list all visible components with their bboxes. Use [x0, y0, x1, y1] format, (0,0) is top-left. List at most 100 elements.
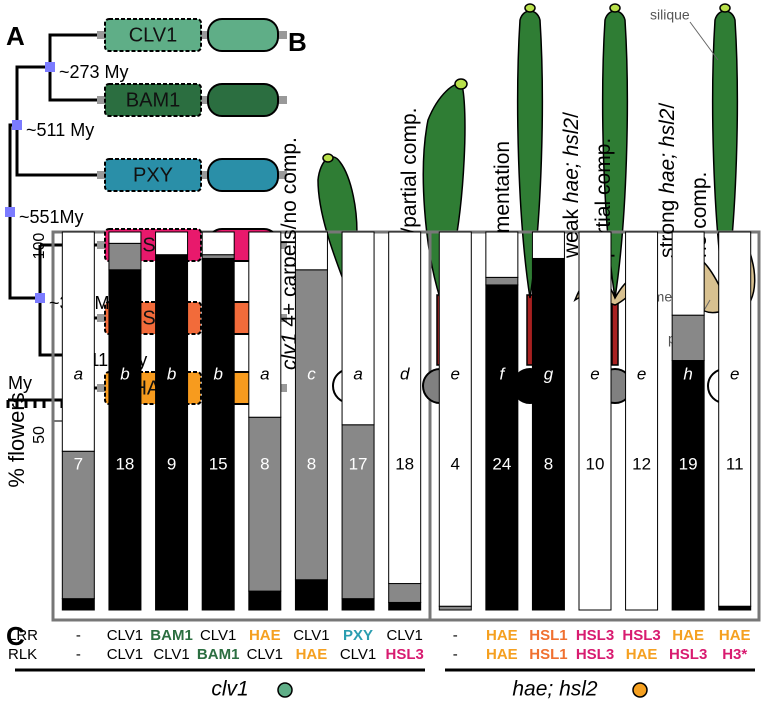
- scale-label: My: [8, 373, 32, 393]
- bar-segment: [625, 231, 659, 611]
- bar-segment: [108, 269, 142, 611]
- construct-label: BAM1: [150, 627, 193, 644]
- bar-segment: [388, 231, 422, 585]
- domain-box: [207, 158, 279, 192]
- construct-label: HAE: [672, 627, 704, 644]
- group-circle: [277, 682, 293, 698]
- node-marker: [5, 207, 15, 217]
- significance-letter: g: [544, 364, 554, 383]
- bar-segment: [578, 231, 612, 611]
- bar-segment: [294, 579, 328, 611]
- significance-letter: h: [683, 364, 692, 383]
- construct-label: HSL3: [576, 646, 614, 663]
- node-age: ~273 My: [59, 62, 129, 82]
- construct-label: CLV1: [340, 646, 376, 663]
- significance-letter: e: [451, 364, 460, 383]
- label-part: hae; hsl2: [656, 108, 679, 194]
- n-label: 8: [260, 454, 269, 473]
- node-age: ~511 My: [26, 120, 94, 140]
- node-marker: [35, 293, 45, 303]
- y-tick-label: 50: [31, 426, 48, 444]
- construct-label: CLV1: [200, 627, 236, 644]
- n-label: 24: [492, 454, 511, 473]
- significance-letter: a: [353, 364, 362, 383]
- bar-segment: [718, 231, 752, 607]
- gene-box: [104, 18, 202, 52]
- bar-segment: [108, 231, 142, 244]
- n-label: 19: [679, 454, 698, 473]
- bar-segment: [61, 231, 95, 452]
- construct-label: CLV1: [153, 646, 189, 663]
- construct-label: -: [453, 646, 458, 663]
- panel-label: A: [6, 21, 25, 51]
- label-part: /: [656, 103, 679, 109]
- bar-segment: [61, 450, 95, 600]
- domain-box: [207, 18, 279, 52]
- n-label: 15: [209, 454, 228, 473]
- construct-label: BAM1: [197, 646, 240, 663]
- n-label: 9: [167, 454, 176, 473]
- node-marker: [45, 62, 55, 72]
- gene-name: PXY: [133, 164, 173, 186]
- construct-label: CLV1: [107, 646, 143, 663]
- gene-box: [104, 158, 202, 192]
- row-label: LRR: [8, 627, 38, 644]
- construct-label: CLV1: [107, 627, 143, 644]
- bar-segment: [341, 231, 375, 426]
- stigma: [719, 3, 731, 13]
- n-label: 18: [115, 454, 134, 473]
- bar-segment: [201, 257, 235, 611]
- construct-label: HSL3: [386, 646, 424, 663]
- panel-label: B: [288, 27, 307, 57]
- panel-label: C: [6, 621, 25, 651]
- significance-letter: f: [499, 364, 506, 383]
- bar-segment: [485, 284, 519, 611]
- label-part: 4+ carpels/no comp.: [278, 137, 301, 333]
- y-tick-label: 100: [31, 233, 48, 260]
- construct-label: PXY: [343, 627, 373, 644]
- significance-letter: e: [730, 364, 739, 383]
- bar-segment: [671, 231, 705, 316]
- n-label: 17: [349, 454, 368, 473]
- y-axis-title: % flowers: [4, 392, 29, 487]
- n-label: 4: [451, 454, 460, 473]
- construct-label: -: [76, 646, 81, 663]
- construct-label: CLV1: [247, 646, 283, 663]
- bar-segment: [341, 424, 375, 600]
- construct-label: HAE: [296, 646, 328, 663]
- bar-segment: [485, 276, 519, 286]
- silique-label: clv1 4+ carpels/no comp.: [278, 137, 301, 370]
- bar-segment: [341, 598, 375, 611]
- group-label: hae; hsl2: [512, 678, 598, 701]
- bar-segment: [248, 416, 282, 592]
- bar-segment: [718, 605, 752, 611]
- significance-letter: b: [120, 364, 129, 383]
- n-label: 10: [586, 454, 605, 473]
- n-label: 12: [632, 454, 651, 473]
- n-label: 11: [726, 454, 744, 473]
- silique-label: partial comp.: [592, 138, 615, 258]
- domain-box: [207, 83, 279, 117]
- label-part: partial comp.: [592, 138, 615, 258]
- silique-label: weak hae; hsl2/: [560, 112, 583, 259]
- bar-segment: [108, 242, 142, 271]
- construct-label: HAE: [486, 646, 518, 663]
- label-part: hae; hsl2: [560, 118, 583, 204]
- significance-letter: a: [74, 364, 83, 383]
- significance-letter: c: [307, 364, 316, 383]
- bar-segment: [201, 231, 235, 256]
- construct-label: HAE: [626, 646, 658, 663]
- bar-segment: [155, 231, 189, 256]
- construct-label: -: [76, 627, 81, 644]
- bar-segment: [388, 601, 422, 611]
- bar-segment: [61, 598, 95, 611]
- bar-segment: [671, 360, 705, 611]
- n-label: 18: [395, 454, 414, 473]
- group-circle: [632, 682, 648, 698]
- n-label: 8: [307, 454, 316, 473]
- node-age: ~551My: [19, 207, 84, 227]
- bar-segment: [155, 254, 189, 611]
- significance-letter: e: [590, 364, 599, 383]
